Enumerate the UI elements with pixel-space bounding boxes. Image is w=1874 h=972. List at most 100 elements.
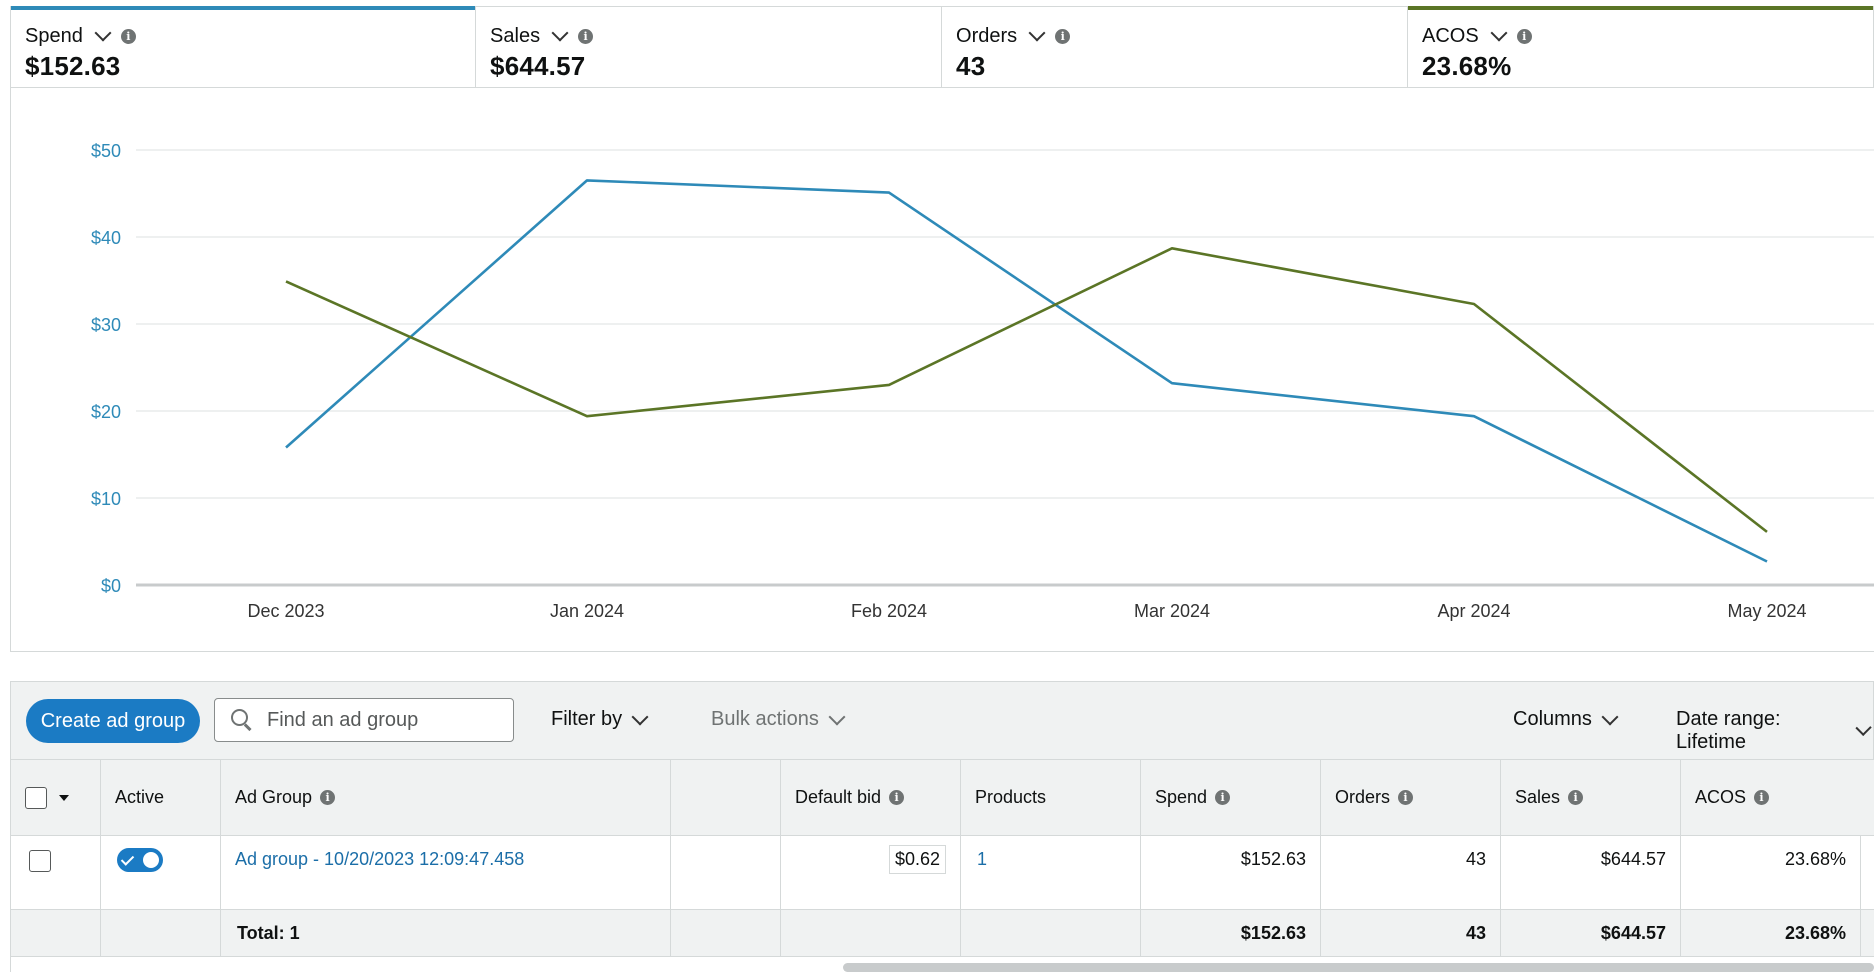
toggle-knob: [143, 852, 159, 868]
y-tick-label: $20: [91, 402, 121, 422]
col-spacer: [671, 760, 781, 835]
col-products-label: Products: [975, 787, 1047, 807]
spacer-cell: [671, 836, 781, 909]
col-orders-label: Orders: [1335, 787, 1391, 807]
x-tick-label: Jan 2024: [550, 601, 624, 621]
total-orders: 43: [1321, 910, 1501, 956]
info-icon[interactable]: i: [120, 28, 136, 44]
info-icon[interactable]: i: [1215, 790, 1231, 805]
y-tick-label: $50: [91, 141, 121, 161]
metric-tile-sales[interactable]: Sales i $644.57: [476, 7, 943, 87]
total-spend: $152.63: [1141, 910, 1321, 956]
col-default-bid[interactable]: Default bid i: [781, 760, 961, 835]
info-icon[interactable]: i: [1055, 28, 1071, 44]
chevron-down-icon[interactable]: [94, 24, 112, 42]
chevron-down-icon[interactable]: [1028, 24, 1046, 42]
col-ad-group[interactable]: Ad Group i: [221, 760, 671, 835]
products-cell: 1: [961, 836, 1141, 909]
search-input[interactable]: [265, 707, 499, 733]
acos-cell: 23.68%: [1681, 836, 1861, 909]
x-tick-label: Apr 2024: [1437, 601, 1510, 621]
filter-by-label: Filter by: [551, 708, 623, 730]
metric-value: $152.63: [25, 51, 121, 81]
chevron-down-icon: [1601, 708, 1619, 725]
chevron-down-icon: [828, 708, 846, 725]
active-toggle[interactable]: [117, 848, 163, 872]
ad-group-link[interactable]: Ad group - 10/20/2023 12:09:47.458: [235, 849, 525, 869]
col-spend[interactable]: Spend i: [1141, 760, 1321, 835]
table-total-row: Total: 1 $152.63 43 $644.57 23.68%: [11, 910, 1874, 957]
caret-down-icon[interactable]: [59, 794, 69, 801]
date-range-label: Date range: Lifetime: [1676, 708, 1781, 753]
series-line-spend: [285, 179, 1768, 563]
col-active-label: Active: [115, 787, 165, 807]
info-icon[interactable]: i: [1516, 28, 1532, 44]
col-active[interactable]: Active: [101, 760, 221, 835]
info-icon[interactable]: i: [578, 28, 594, 44]
metric-tile-orders[interactable]: Orders i 43: [942, 7, 1409, 87]
products-link[interactable]: 1: [977, 849, 988, 869]
metric-label: Orders: [956, 24, 1018, 47]
sales-cell: $644.57: [1501, 836, 1681, 909]
x-tick-label: Dec 2023: [247, 601, 324, 621]
check-icon: [120, 852, 135, 866]
col-sales-label: Sales: [1515, 787, 1561, 807]
row-checkbox[interactable]: [29, 850, 51, 872]
x-tick-label: Feb 2024: [851, 601, 927, 621]
orders-cell: 43: [1321, 836, 1501, 909]
search-icon: [231, 709, 253, 731]
total-acos: 23.68%: [1681, 910, 1861, 956]
x-tick-label: May 2024: [1727, 601, 1806, 621]
columns-label: Columns: [1513, 708, 1592, 730]
bulk-actions-label: Bulk actions: [711, 708, 819, 730]
ad-group-toolbar: Create ad group Filter by Bulk actions C…: [10, 681, 1874, 759]
total-blank-cell: [961, 910, 1141, 956]
bulk-actions-dropdown[interactable]: Bulk actions: [711, 708, 847, 731]
metric-accent-bar: [11, 6, 476, 10]
chevron-down-icon: [631, 708, 649, 725]
spend-cell: $152.63: [1141, 836, 1321, 909]
col-products[interactable]: Products: [961, 760, 1141, 835]
col-acos[interactable]: ACOS i: [1681, 760, 1874, 835]
total-blank-cell: [781, 910, 961, 956]
metric-tile-acos[interactable]: ACOS i 23.68%: [1408, 6, 1874, 87]
chevron-down-icon: [1855, 719, 1872, 737]
y-tick-label: $0: [101, 576, 121, 596]
select-all-cell: [11, 760, 101, 835]
col-sales[interactable]: Sales i: [1501, 760, 1681, 835]
total-sales: $644.57: [1501, 910, 1681, 956]
info-icon[interactable]: i: [1754, 790, 1770, 805]
create-ad-group-button[interactable]: Create ad group: [26, 699, 200, 743]
ad-group-cell: Ad group - 10/20/2023 12:09:47.458: [221, 836, 671, 909]
total-blank-cell: [671, 910, 781, 956]
y-tick-label: $40: [91, 228, 121, 248]
metric-tile-spend[interactable]: Spend i $152.63: [10, 6, 477, 87]
y-tick-label: $10: [91, 489, 121, 509]
ad-group-table: Active Ad Group i Default bid i Products…: [10, 759, 1874, 972]
horizontal-scrollbar[interactable]: [843, 963, 1874, 972]
metric-label: Spend: [25, 24, 83, 47]
info-icon[interactable]: i: [320, 790, 336, 805]
row-select-cell: [11, 836, 101, 909]
total-blank-cell: [11, 910, 101, 956]
columns-dropdown[interactable]: Columns: [1513, 708, 1620, 731]
metric-accent-bar: [1408, 6, 1873, 10]
ad-group-search[interactable]: [214, 698, 514, 742]
total-label: Total: 1: [221, 910, 671, 956]
info-icon[interactable]: i: [889, 790, 905, 805]
default-bid-cell: $0.62: [781, 836, 961, 909]
chevron-down-icon[interactable]: [1490, 24, 1508, 42]
metric-value: 23.68%: [1422, 51, 1512, 81]
info-icon[interactable]: i: [1568, 790, 1584, 805]
col-orders[interactable]: Orders i: [1321, 760, 1501, 835]
performance-chart: $0 $10 $20 $30 $40 $50 Dec 2023 Jan 2024 Feb 202…: [10, 87, 1874, 652]
filter-by-dropdown[interactable]: Filter by: [551, 708, 650, 731]
default-bid-input[interactable]: $0.62: [888, 845, 946, 874]
chevron-down-icon[interactable]: [551, 24, 569, 42]
metric-label: ACOS: [1422, 24, 1479, 47]
col-ad-group-label: Ad Group: [235, 787, 313, 807]
active-cell: [101, 836, 221, 909]
info-icon[interactable]: i: [1398, 790, 1414, 805]
date-range-dropdown[interactable]: Date range: Lifetime: [1676, 708, 1873, 754]
select-all-checkbox[interactable]: [25, 786, 47, 809]
